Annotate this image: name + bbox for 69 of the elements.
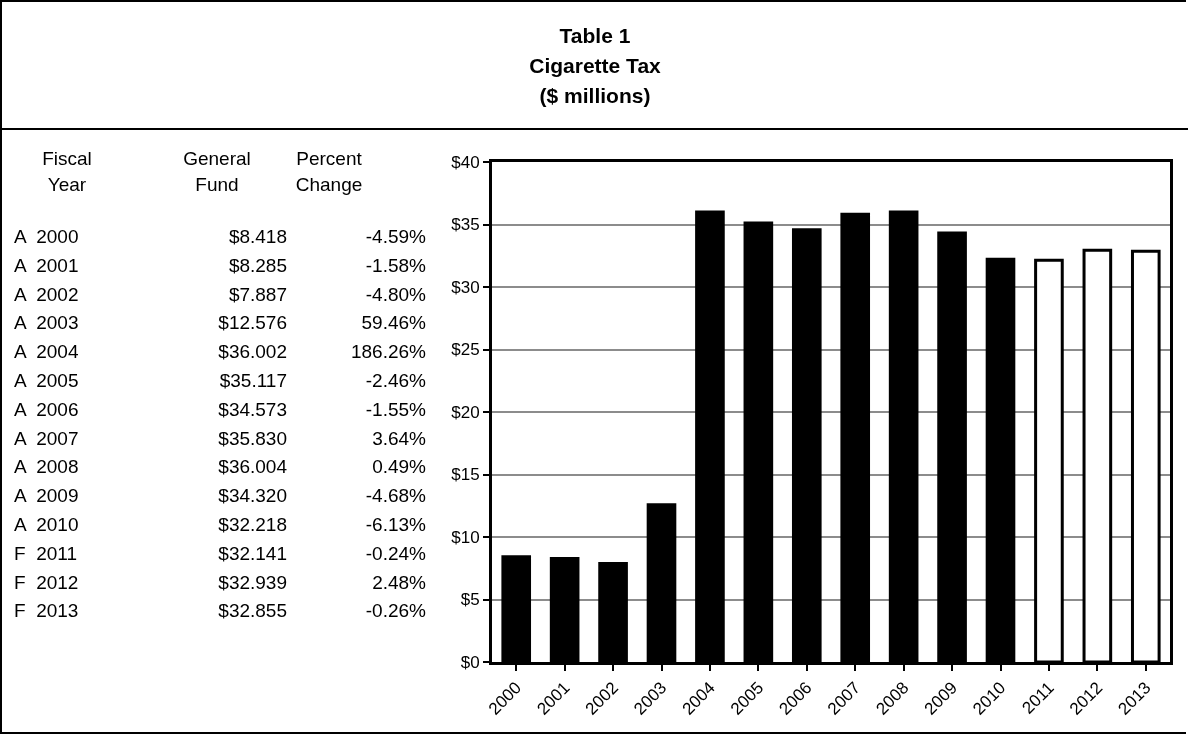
bar	[888, 210, 919, 662]
text: F 2013	[14, 600, 79, 623]
text: $34.320	[218, 485, 287, 508]
text: $35.830	[218, 427, 287, 450]
bar	[1082, 248, 1113, 662]
text: $32.218	[218, 514, 287, 536]
text: 2.48%	[372, 571, 426, 594]
bar	[743, 221, 774, 662]
text: 3.64%	[372, 427, 426, 450]
text: 0.49%	[372, 456, 426, 479]
text: A 2007	[14, 427, 79, 450]
bar	[840, 212, 871, 662]
bar	[695, 210, 725, 662]
text: $8.285	[228, 254, 287, 277]
y-tick-label: $35	[451, 215, 480, 235]
text: -2.46%	[365, 370, 426, 392]
text: General Fund	[182, 147, 252, 197]
text: Table 1 Cigarette Tax ($ millions)	[528, 23, 662, 109]
text: A 2005	[14, 370, 79, 392]
bar	[985, 257, 1016, 662]
text: -6.13%	[365, 514, 426, 536]
bar	[1034, 258, 1064, 662]
text: 59.46%	[361, 312, 426, 335]
text: -1.55%	[365, 398, 426, 421]
text: -1.58%	[365, 254, 426, 277]
text: A 2000	[14, 226, 79, 248]
text: F 2011	[14, 542, 78, 565]
text: $32.141	[218, 542, 287, 565]
bar	[937, 231, 967, 662]
text: Fiscal Year	[41, 147, 93, 197]
text: Percent Change	[294, 147, 364, 197]
text: 186.26%	[350, 341, 426, 364]
y-tick-label: $25	[451, 340, 480, 360]
y-tick-label: $30	[451, 277, 480, 297]
y-tick-label: $20	[451, 402, 480, 422]
text: -4.59%	[365, 226, 426, 248]
text: A 2006	[14, 398, 79, 421]
y-tick-label: $0	[460, 652, 480, 672]
y-tick-label: $40	[451, 152, 480, 172]
text: -4.80%	[365, 283, 426, 306]
bar	[646, 503, 677, 662]
text: $8.418	[228, 226, 287, 248]
text: A 2001	[14, 254, 79, 277]
y-tick-label: $15	[451, 465, 480, 485]
text: A 2002	[14, 283, 79, 306]
bar	[501, 555, 532, 662]
bar	[1130, 249, 1161, 662]
text: -0.24%	[365, 542, 426, 565]
text: $35.117	[219, 370, 287, 392]
text: $32.939	[218, 571, 287, 594]
text: $32.855	[218, 600, 287, 623]
text: A 2004	[14, 341, 79, 364]
text: $7.887	[228, 283, 287, 306]
text: $36.002	[218, 341, 287, 364]
text: A 2010	[14, 514, 79, 536]
text: $34.573	[218, 398, 287, 421]
text: $36.004	[218, 456, 287, 479]
bar	[598, 561, 628, 662]
text: $12.576	[218, 312, 287, 335]
text: -0.26%	[365, 600, 426, 623]
text: F 2012	[14, 571, 79, 594]
bar	[791, 228, 822, 662]
text: -4.68%	[365, 485, 426, 508]
text: A 2003	[14, 312, 79, 335]
y-tick-label: $10	[451, 527, 480, 547]
y-tick-label: $5	[460, 590, 480, 610]
text: A 2009	[14, 485, 79, 508]
bar	[549, 556, 580, 662]
text: A 2008	[14, 456, 79, 479]
